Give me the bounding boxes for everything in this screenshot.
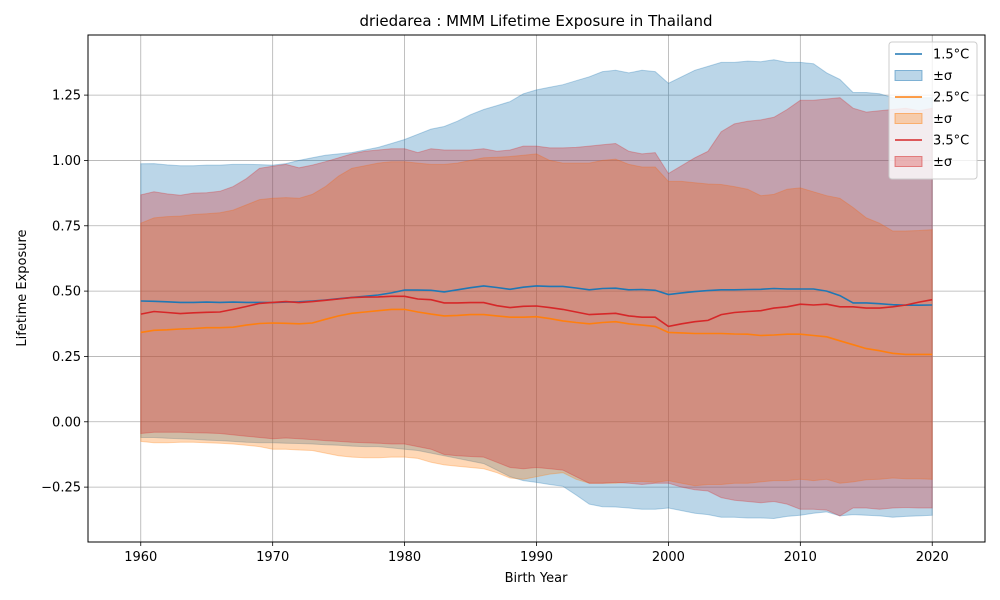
legend-label: 1.5°C (933, 48, 969, 63)
x-tick-label: 2000 (652, 550, 685, 565)
chart-title: driedarea : MMM Lifetime Exposure in Tha… (360, 12, 713, 30)
y-tick-label: 1.25 (52, 89, 81, 104)
y-tick-label: −0.25 (41, 481, 81, 496)
x-tick-label: 1970 (256, 550, 289, 565)
y-tick-label: 0.00 (52, 415, 81, 430)
legend-band-swatch (894, 70, 923, 81)
legend-label: ±σ (933, 69, 952, 84)
series-line-1 (140, 308, 933, 356)
legend-band-swatch (894, 113, 923, 124)
y-tick-label: 0.50 (52, 285, 81, 300)
x-axis-label: Birth Year (505, 571, 569, 586)
y-axis: −0.25 0.00 0.25 0.50 0.75 1.00 1.25 (41, 89, 88, 496)
series-band-0 (140, 59, 933, 520)
x-axis: 1960 1970 1980 1990 2000 2010 2020 (124, 542, 949, 565)
x-tick-label: 1990 (520, 550, 553, 565)
series-band-1 (140, 153, 933, 487)
y-tick-label: 1.00 (52, 154, 81, 169)
x-tick-label: 1960 (124, 550, 157, 565)
x-tick-label: 1980 (388, 550, 421, 565)
legend: 1.5°C ±σ 2.5°C ±σ 3.5°C ±σ (888, 41, 978, 180)
legend-band-swatch (894, 156, 923, 167)
legend-label: ±σ (933, 155, 952, 170)
legend-label: ±σ (933, 112, 952, 127)
x-tick-label: 2010 (784, 550, 817, 565)
lines (140, 285, 933, 356)
legend-label: 2.5°C (933, 91, 969, 106)
x-tick-label: 2020 (916, 550, 949, 565)
y-tick-label: 0.25 (52, 350, 81, 365)
legend-box (888, 41, 978, 180)
legend-label: 3.5°C (933, 134, 969, 149)
y-axis-label: Lifetime Exposure (15, 229, 30, 346)
series-line-2 (140, 295, 933, 328)
y-tick-label: 0.75 (52, 219, 81, 234)
